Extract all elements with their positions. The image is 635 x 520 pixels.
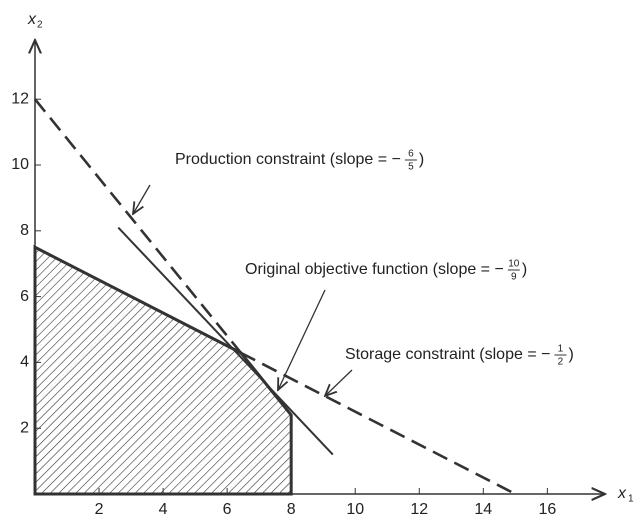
- annotation-numerator: 6: [408, 149, 414, 160]
- x-tick-label: 2: [95, 501, 104, 518]
- y-axis-label: x: [27, 11, 37, 28]
- annotation: Original objective function (slope = −: [245, 261, 504, 278]
- annotation-denominator: 5: [408, 162, 414, 173]
- annotation-denominator: 2: [558, 357, 564, 368]
- annotation-close: ): [568, 346, 573, 363]
- y-tick-label: 10: [11, 156, 29, 173]
- x-axis-label-sub: 1: [628, 494, 634, 505]
- x-tick-label: 6: [223, 501, 232, 518]
- annotation-close: ): [419, 151, 424, 168]
- annotation-denominator: 9: [511, 272, 517, 283]
- y-axis-label-sub: 2: [37, 20, 43, 31]
- x-tick-label: 16: [538, 501, 556, 518]
- x-tick-label: 8: [287, 501, 296, 518]
- y-tick-label: 12: [11, 90, 29, 107]
- annotation: Storage constraint (slope = −: [345, 346, 550, 363]
- y-tick-label: 8: [20, 222, 29, 239]
- x-tick-label: 14: [474, 501, 492, 518]
- x-tick-label: 4: [159, 501, 168, 518]
- annotation-arrow: [133, 184, 151, 214]
- y-tick-label: 2: [20, 419, 29, 436]
- series-line: [33, 98, 242, 354]
- annotation-arrow: [325, 369, 353, 396]
- x-axis-label: x: [617, 485, 627, 502]
- x-tick-label: 12: [410, 501, 428, 518]
- series-line: [117, 226, 334, 456]
- annotation-numerator: 1: [558, 344, 564, 355]
- annotation-numerator: 10: [508, 259, 520, 270]
- y-tick-label: 4: [20, 354, 29, 371]
- y-tick-label: 6: [20, 288, 29, 305]
- x-tick-label: 10: [346, 501, 364, 518]
- annotation-close: ): [522, 261, 527, 278]
- annotation: Production constraint (slope = −: [175, 151, 401, 168]
- annotation-arrow: [278, 289, 326, 390]
- series-line: [240, 351, 516, 496]
